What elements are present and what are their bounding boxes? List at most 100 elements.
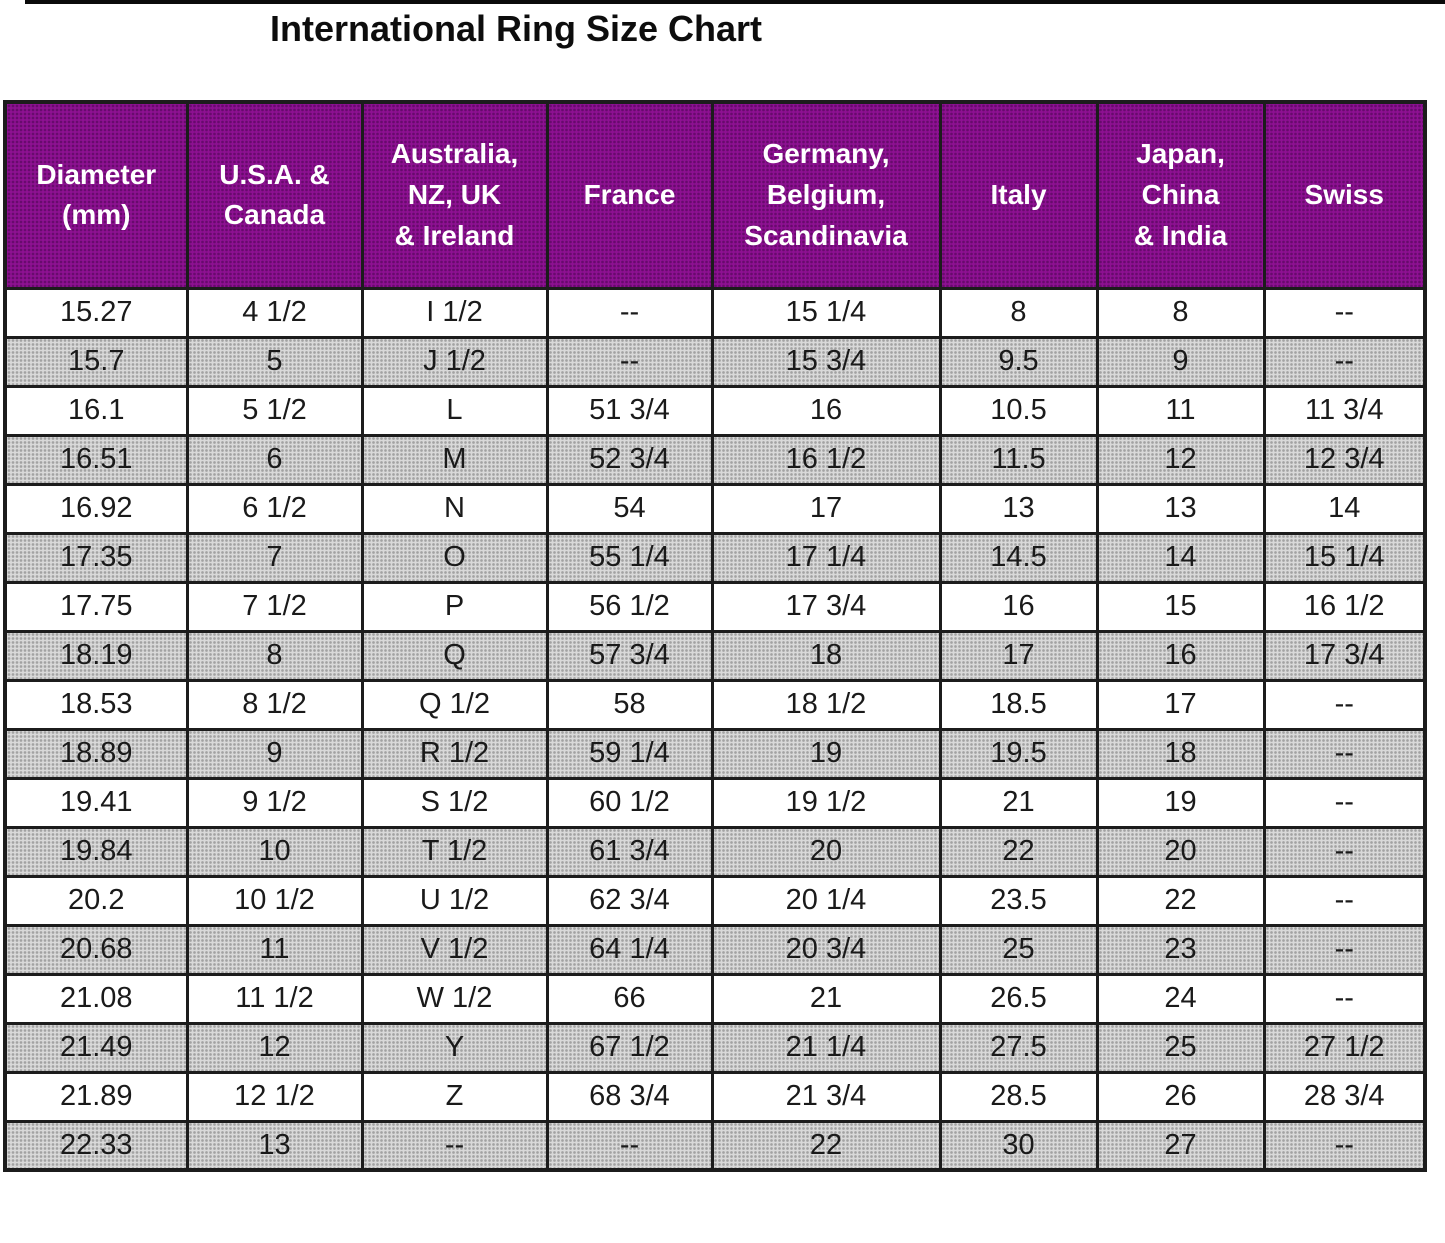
table-cell: 14.5: [938, 531, 1099, 584]
table-cell: 8 1/2: [185, 678, 364, 731]
table-cell: 58: [545, 678, 714, 731]
table-row: 22.33 13 -- -- 22 30 27 --: [3, 1119, 1427, 1172]
table-cell: 52 3/4: [545, 433, 714, 486]
page-title: International Ring Size Chart: [270, 8, 763, 49]
table-cell: 12 3/4: [1262, 433, 1427, 486]
column-header-usa-canada: U.S.A. & Canada: [185, 100, 364, 290]
table-row: 19.41 9 1/2 S 1/2 60 1/2 19 1/2 21 19 --: [3, 776, 1427, 829]
table-body: 15.27 4 1/2 I 1/2 -- 15 1/4 8 8 -- 15.7 5 J 1/2 -- 1…: [3, 286, 1427, 1172]
table-cell: 16 1/2: [710, 433, 942, 486]
table-cell: 11.5: [938, 433, 1099, 486]
table-cell: 28.5: [938, 1070, 1099, 1123]
table-cell: 9 1/2: [185, 776, 364, 829]
table-cell: 10 1/2: [185, 874, 364, 927]
table-cell: Z: [360, 1070, 549, 1123]
table-cell: 13: [185, 1119, 364, 1172]
table-cell: 17: [710, 482, 942, 535]
table-cell: 23.5: [938, 874, 1099, 927]
table-cell: 22: [938, 825, 1099, 878]
table-cell: V 1/2: [360, 923, 549, 976]
table-cell: --: [1262, 923, 1427, 976]
table-cell: 28 3/4: [1262, 1070, 1427, 1123]
table-cell: 18.19: [3, 629, 189, 682]
table-cell: 67 1/2: [545, 1021, 714, 1074]
table-row: 16.51 6 M 52 3/4 16 1/2 11.5 12 12 3/4: [3, 433, 1427, 486]
table-cell: 56 1/2: [545, 580, 714, 633]
table-row: 20.2 10 1/2 U 1/2 62 3/4 20 1/4 23.5 22 --: [3, 874, 1427, 927]
table-cell: 15.27: [3, 286, 189, 339]
table-cell: L: [360, 384, 549, 437]
column-header-japan-china-india: Japan, China & India: [1095, 100, 1266, 290]
table-cell: 22: [1095, 874, 1266, 927]
table-cell: 5 1/2: [185, 384, 364, 437]
table-cell: 21.89: [3, 1070, 189, 1123]
table-cell: 19: [710, 727, 942, 780]
table-cell: 18: [1095, 727, 1266, 780]
table-row: 16.1 5 1/2 L 51 3/4 16 10.5 11 11 3/4: [3, 384, 1427, 437]
top-divider-line: [25, 0, 1445, 4]
table-cell: 18.53: [3, 678, 189, 731]
table-row: 15.7 5 J 1/2 -- 15 3/4 9.5 9 --: [3, 335, 1427, 388]
table-cell: 16.92: [3, 482, 189, 535]
table-cell: 16 1/2: [1262, 580, 1427, 633]
table-cell: 27.5: [938, 1021, 1099, 1074]
table-cell: W 1/2: [360, 972, 549, 1025]
table-row: 17.35 7 O 55 1/4 17 1/4 14.5 14 15 1/4: [3, 531, 1427, 584]
table-cell: 19.41: [3, 776, 189, 829]
table-cell: 20 3/4: [710, 923, 942, 976]
header-row: Diameter (mm) U.S.A. & Canada Australia,…: [3, 100, 1427, 290]
table-cell: 11: [185, 923, 364, 976]
table-cell: --: [360, 1119, 549, 1172]
table-cell: 26: [1095, 1070, 1266, 1123]
table-cell: --: [1262, 335, 1427, 388]
table-cell: S 1/2: [360, 776, 549, 829]
table-cell: 18.5: [938, 678, 1099, 731]
table-cell: 15 1/4: [1262, 531, 1427, 584]
table-cell: 18.89: [3, 727, 189, 780]
table-cell: 21 1/4: [710, 1021, 942, 1074]
table-cell: --: [545, 286, 714, 339]
table-cell: 60 1/2: [545, 776, 714, 829]
table-cell: 4 1/2: [185, 286, 364, 339]
table-cell: 61 3/4: [545, 825, 714, 878]
column-header-diameter-mm: Diameter (mm): [3, 100, 189, 290]
table-cell: 17 3/4: [710, 580, 942, 633]
table-cell: 30: [938, 1119, 1099, 1172]
table-cell: 9: [1095, 335, 1266, 388]
table-cell: 55 1/4: [545, 531, 714, 584]
table-cell: 14: [1095, 531, 1266, 584]
table-row: 18.53 8 1/2 Q 1/2 58 18 1/2 18.5 17 --: [3, 678, 1427, 731]
table-row: 20.68 11 V 1/2 64 1/4 20 3/4 25 23 --: [3, 923, 1427, 976]
table-cell: P: [360, 580, 549, 633]
table-cell: 18 1/2: [710, 678, 942, 731]
table-cell: 66: [545, 972, 714, 1025]
ring-size-table: Diameter (mm) U.S.A. & Canada Australia,…: [3, 100, 1427, 1172]
table-cell: 8: [938, 286, 1099, 339]
table-cell: 64 1/4: [545, 923, 714, 976]
table-cell: 6 1/2: [185, 482, 364, 535]
table-cell: T 1/2: [360, 825, 549, 878]
table-cell: 16: [1095, 629, 1266, 682]
table-cell: 12: [1095, 433, 1266, 486]
table-cell: 25: [938, 923, 1099, 976]
table-cell: 11 1/2: [185, 972, 364, 1025]
table-cell: J 1/2: [360, 335, 549, 388]
table-cell: 16: [710, 384, 942, 437]
table-cell: --: [1262, 825, 1427, 878]
table-cell: 10: [185, 825, 364, 878]
table-cell: 24: [1095, 972, 1266, 1025]
table-header: Diameter (mm) U.S.A. & Canada Australia,…: [3, 100, 1427, 290]
table-row: 16.92 6 1/2 N 54 17 13 13 14: [3, 482, 1427, 535]
table-cell: Q 1/2: [360, 678, 549, 731]
column-header-germany-belgium-scandinavia: Germany, Belgium, Scandinavia: [710, 100, 942, 290]
table-cell: Y: [360, 1021, 549, 1074]
table-cell: 17.35: [3, 531, 189, 584]
table-cell: 15: [1095, 580, 1266, 633]
table-cell: 9: [185, 727, 364, 780]
table-cell: 5: [185, 335, 364, 388]
table-row: 21.49 12 Y 67 1/2 21 1/4 27.5 25 27 1/2: [3, 1021, 1427, 1074]
table-cell: 59 1/4: [545, 727, 714, 780]
table-cell: 11: [1095, 384, 1266, 437]
table-row: 18.89 9 R 1/2 59 1/4 19 19.5 18 --: [3, 727, 1427, 780]
table-cell: 13: [938, 482, 1099, 535]
